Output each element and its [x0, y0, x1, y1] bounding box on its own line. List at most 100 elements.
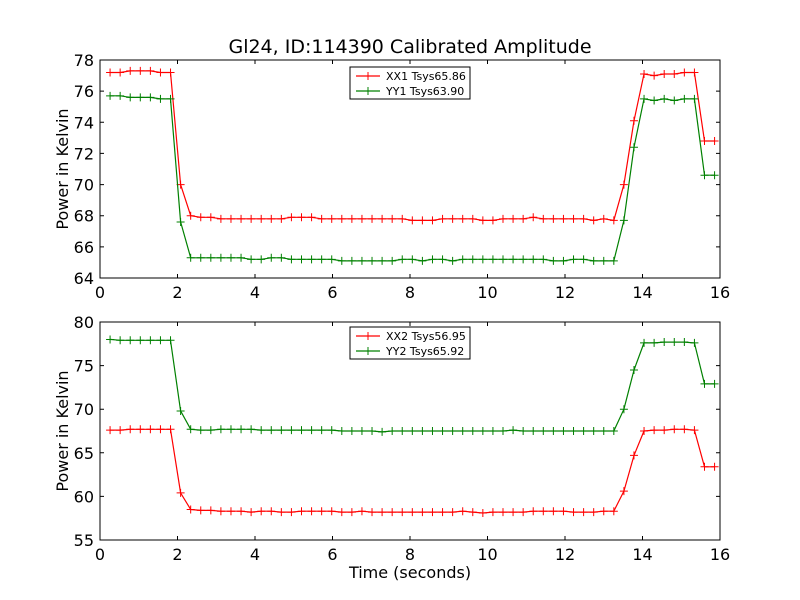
data-point	[267, 253, 276, 262]
data-point	[670, 338, 679, 347]
series-line-xx2	[110, 428, 715, 514]
data-point	[680, 425, 689, 434]
data-point	[650, 96, 659, 105]
data-point	[297, 426, 306, 435]
data-point	[237, 425, 246, 434]
data-point	[317, 255, 326, 264]
data-point	[347, 508, 356, 517]
data-point	[327, 507, 336, 516]
data-point	[378, 214, 387, 223]
data-point	[136, 425, 145, 434]
data-point	[690, 94, 699, 103]
data-point	[589, 427, 598, 435]
data-point	[468, 427, 477, 435]
data-point	[690, 338, 699, 347]
data-point	[216, 214, 225, 223]
data-point	[388, 427, 397, 435]
data-point	[549, 507, 558, 516]
data-point	[650, 71, 659, 80]
data-point	[166, 68, 175, 77]
data-point	[428, 255, 437, 264]
data-point	[116, 91, 125, 100]
data-point	[327, 214, 336, 223]
data-point	[499, 214, 507, 223]
data-point	[458, 507, 467, 516]
data-point	[599, 256, 608, 265]
data-point	[357, 256, 366, 265]
data-point	[156, 425, 165, 434]
data-point	[277, 253, 286, 262]
data-point	[619, 487, 628, 496]
y-tick-label: 70	[74, 400, 94, 419]
data-point	[670, 425, 679, 434]
data-point	[378, 427, 387, 436]
data-point	[146, 425, 155, 434]
data-point	[700, 171, 709, 180]
legend-label: YY1 Tsys63.90	[385, 85, 464, 98]
data-point	[619, 216, 628, 225]
data-point	[690, 68, 699, 77]
data-point	[186, 253, 195, 262]
data-point	[468, 255, 477, 264]
data-point	[660, 338, 669, 347]
data-point	[539, 507, 548, 516]
data-point	[166, 425, 175, 434]
data-point	[529, 507, 538, 516]
data-point	[660, 426, 669, 435]
x-tick-label: 10	[477, 283, 497, 302]
data-point	[499, 427, 507, 435]
x-tick-label: 8	[405, 545, 415, 564]
data-point	[378, 256, 387, 265]
data-point	[589, 508, 598, 517]
data-point	[226, 214, 235, 223]
legend-label: XX1 Tsys65.86	[386, 70, 466, 83]
data-point	[156, 68, 165, 77]
data-point	[559, 507, 568, 516]
data-point	[478, 216, 487, 225]
data-point	[226, 425, 235, 434]
data-point	[710, 379, 719, 388]
data-point	[519, 508, 528, 517]
x-tick-label: 6	[327, 545, 337, 564]
data-point	[609, 216, 618, 225]
data-point	[579, 427, 588, 435]
x-tick-label: 12	[555, 545, 575, 564]
data-point	[680, 338, 689, 347]
data-point	[196, 213, 205, 222]
data-point	[327, 255, 336, 264]
data-point	[106, 68, 115, 77]
data-point	[670, 96, 679, 105]
data-point	[146, 66, 155, 75]
data-point	[488, 508, 497, 517]
data-point	[237, 507, 246, 516]
data-point	[136, 93, 145, 102]
data-point	[317, 214, 326, 223]
data-point	[408, 427, 417, 435]
data-point	[529, 427, 538, 435]
data-point	[337, 256, 346, 265]
legend: XX2 Tsys56.95 YY2 Tsys65.92	[349, 326, 471, 360]
y-tick-label: 76	[74, 82, 94, 101]
data-point	[357, 507, 366, 516]
data-point	[710, 171, 719, 180]
data-point	[458, 214, 467, 223]
data-point	[438, 255, 447, 264]
x-tick-label: 4	[250, 545, 260, 564]
data-point	[448, 427, 457, 435]
data-point	[347, 256, 356, 265]
legend-box	[349, 326, 471, 360]
data-point	[368, 214, 377, 223]
data-point	[307, 255, 316, 264]
data-point	[609, 427, 618, 435]
data-point	[660, 94, 669, 103]
data-point	[428, 427, 437, 435]
data-point	[700, 462, 709, 471]
data-point	[186, 505, 195, 514]
data-point	[478, 508, 487, 517]
data-point	[700, 379, 709, 388]
data-point	[539, 214, 548, 223]
data-point	[267, 214, 276, 223]
data-point	[579, 255, 588, 264]
x-tick-label: 8	[405, 283, 415, 302]
